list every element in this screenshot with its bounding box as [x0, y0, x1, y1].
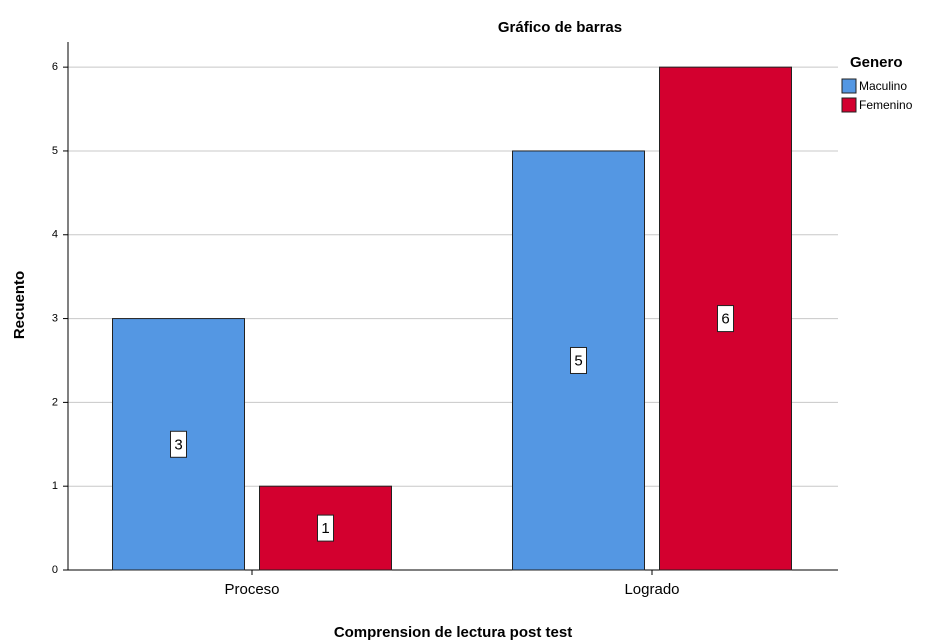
legend-swatch [841, 97, 857, 113]
y-tick-label: 6 [52, 61, 58, 73]
y-tick-label: 5 [52, 145, 58, 157]
value-label-box [317, 514, 334, 542]
x-tick-label: Logrado [624, 581, 679, 598]
value-label-box [717, 305, 734, 333]
y-tick-label: 0 [52, 564, 58, 576]
value-label: 3 [174, 436, 182, 453]
y-tick-label: 1 [52, 480, 58, 492]
y-axis-label: Recuento [11, 271, 28, 339]
legend-label: Maculino [859, 79, 907, 93]
value-label: 6 [721, 311, 729, 328]
value-label: 5 [574, 352, 582, 369]
legend-title: Genero [850, 54, 903, 71]
legend-swatch [841, 78, 857, 94]
value-label-box [170, 430, 187, 458]
y-tick-label: 3 [52, 312, 58, 324]
y-tick-label: 4 [52, 229, 58, 241]
x-tick-label: Proceso [224, 581, 279, 598]
y-tick-label: 2 [52, 396, 58, 408]
x-axis-label: Comprension de lectura post test [334, 624, 572, 641]
chart-title: Gráfico de barras [498, 19, 622, 36]
legend-label: Femenino [859, 98, 913, 112]
value-label: 1 [321, 520, 329, 537]
value-label-box [570, 346, 587, 374]
